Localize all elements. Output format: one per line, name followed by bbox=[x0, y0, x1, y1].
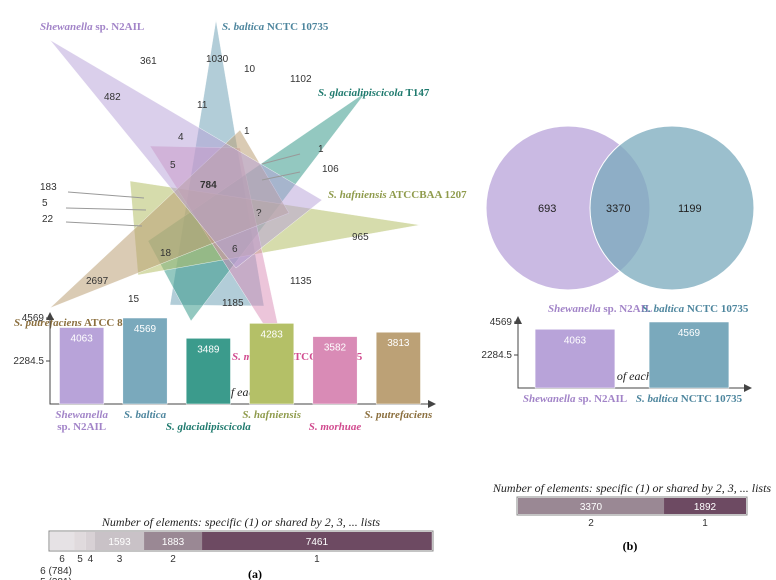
intersect-count: 1030 bbox=[206, 54, 229, 65]
intersect-count: 183 bbox=[40, 182, 57, 193]
species-label-glacial: S. glacialipiscicola T147 bbox=[318, 87, 430, 99]
intersect-count: 4 bbox=[178, 132, 184, 143]
ytick-label: 2284.5 bbox=[13, 356, 44, 367]
seg-n: 2 bbox=[170, 554, 176, 565]
leader-line bbox=[66, 222, 142, 226]
seg-value: 3370 bbox=[580, 502, 603, 513]
arrow-right-icon bbox=[428, 400, 436, 408]
seg-n: 1 bbox=[702, 518, 708, 529]
intersect-count: 6 bbox=[232, 244, 238, 255]
seg-n: 2 bbox=[588, 518, 594, 529]
segments-b: 3370 2 1892 1 bbox=[517, 497, 747, 529]
bar-label: S. morhuae bbox=[309, 421, 362, 433]
bar-label: S. putrefaciens bbox=[364, 409, 432, 421]
ytick-label: 4569 bbox=[22, 313, 45, 324]
venn-left-label: Shewanella sp. N2AIL bbox=[548, 303, 652, 315]
arrow-right-icon bbox=[744, 384, 752, 392]
segments-a: 6541593318832746116 (784)5 (381)4 (296) bbox=[40, 531, 433, 580]
intersect-count: 1185 bbox=[222, 298, 244, 309]
species-label-shewanella: Shewanella sp. N2AIL bbox=[40, 21, 144, 33]
bar-value-baltica: 4569 bbox=[678, 328, 701, 339]
arrow-up-icon bbox=[514, 316, 522, 324]
bar-label: S. glacialipiscicola bbox=[166, 421, 251, 433]
bar-value-glacial: 3489 bbox=[197, 344, 220, 355]
seg-note: 6 (784) bbox=[40, 566, 72, 577]
two-set-venn: 693 3370 1199 bbox=[486, 126, 754, 290]
bar-value-morhuae: 3582 bbox=[324, 343, 347, 354]
bars-b-chart: 2284.5 4569 4063 4569 Shewanella sp. N2AIL S.… bbox=[481, 316, 752, 405]
seg-n: 4 bbox=[88, 554, 94, 565]
bar-label: S. hafniensis bbox=[242, 409, 301, 421]
intersect-count: 10 bbox=[244, 64, 256, 75]
seg-value: 7461 bbox=[306, 537, 329, 548]
ytick-label: 2284.5 bbox=[481, 350, 512, 361]
intersect-count: 1 bbox=[318, 144, 324, 155]
intersect-count: 482 bbox=[104, 92, 121, 103]
bar-label: Shewanellasp. N2AIL bbox=[55, 409, 108, 433]
ytick-label: 4569 bbox=[490, 317, 513, 328]
seg-6 bbox=[50, 532, 74, 550]
bar-label: S. baltica bbox=[124, 409, 167, 421]
intersect-count: 15 bbox=[128, 294, 140, 305]
seg-n: 3 bbox=[117, 554, 123, 565]
intersect-count: 2697 bbox=[86, 276, 109, 287]
venn-right-label: S. baltica NCTC 10735 bbox=[642, 303, 749, 315]
venn-intersection-count: 3370 bbox=[606, 203, 630, 215]
intersect-count: 1102 bbox=[290, 74, 312, 85]
bar-value-shewanella: 4063 bbox=[71, 334, 94, 345]
intersect-count: 1135 bbox=[290, 276, 312, 287]
two-set-species-labels: Shewanella sp. N2AILS. baltica NCTC 1073… bbox=[548, 303, 749, 315]
seg-n: 1 bbox=[314, 554, 320, 565]
segments-a-title: Number of elements: specific (1) or shar… bbox=[101, 515, 381, 529]
intersect-count: 106 bbox=[322, 164, 339, 175]
intersect-count: 784 bbox=[200, 180, 217, 191]
panel-b-caption: (b) bbox=[623, 539, 638, 553]
seg-5 bbox=[74, 532, 86, 550]
bar-value-putrefaciens: 3813 bbox=[387, 338, 410, 349]
intersect-count: 1 bbox=[244, 126, 250, 137]
bar-label-shewanella: Shewanella sp. N2AIL bbox=[523, 393, 627, 405]
seg-n: 5 bbox=[77, 554, 83, 565]
species-label-baltica: S. baltica NCTC 10735 bbox=[222, 21, 329, 33]
bar-label-baltica: S. baltica NCTC 10735 bbox=[636, 393, 743, 405]
bar-value-shewanella: 4063 bbox=[564, 335, 587, 346]
panel-a-caption: (a) bbox=[248, 567, 262, 580]
venn-left-count: 693 bbox=[538, 203, 556, 215]
seg-n: 6 bbox=[59, 554, 65, 565]
arrow-up-icon bbox=[46, 312, 54, 320]
intersect-count: 5 bbox=[42, 198, 48, 209]
seg-value: 1593 bbox=[108, 537, 131, 548]
bar-value-hafniensis: 4283 bbox=[261, 329, 284, 340]
intersect-count: ? bbox=[256, 208, 262, 219]
intersect-count: 5 bbox=[170, 160, 176, 171]
venn-right-count: 1199 bbox=[678, 203, 702, 215]
intersect-count: 18 bbox=[160, 248, 172, 259]
segments-b-title: Number of elements: specific (1) or shar… bbox=[492, 481, 772, 495]
intersect-count: 965 bbox=[352, 232, 369, 243]
intersect-count: 22 bbox=[42, 214, 54, 225]
seg-value: 1892 bbox=[694, 502, 717, 513]
bar-value-baltica: 4569 bbox=[134, 324, 157, 335]
bars-a-species-labels: Shewanellasp. N2AIL S. baltica S. hafniens… bbox=[55, 409, 432, 433]
intersect-count: 361 bbox=[140, 56, 157, 67]
intersect-count: 11 bbox=[197, 100, 208, 111]
figure-root: Shewanella sp. N2AILS. baltica NCTC 1073… bbox=[0, 0, 776, 580]
seg-4 bbox=[86, 532, 95, 550]
seg-value: 1883 bbox=[162, 537, 185, 548]
species-label-hafniensis: S. hafniensis ATCCBAA 1207 bbox=[328, 189, 467, 201]
